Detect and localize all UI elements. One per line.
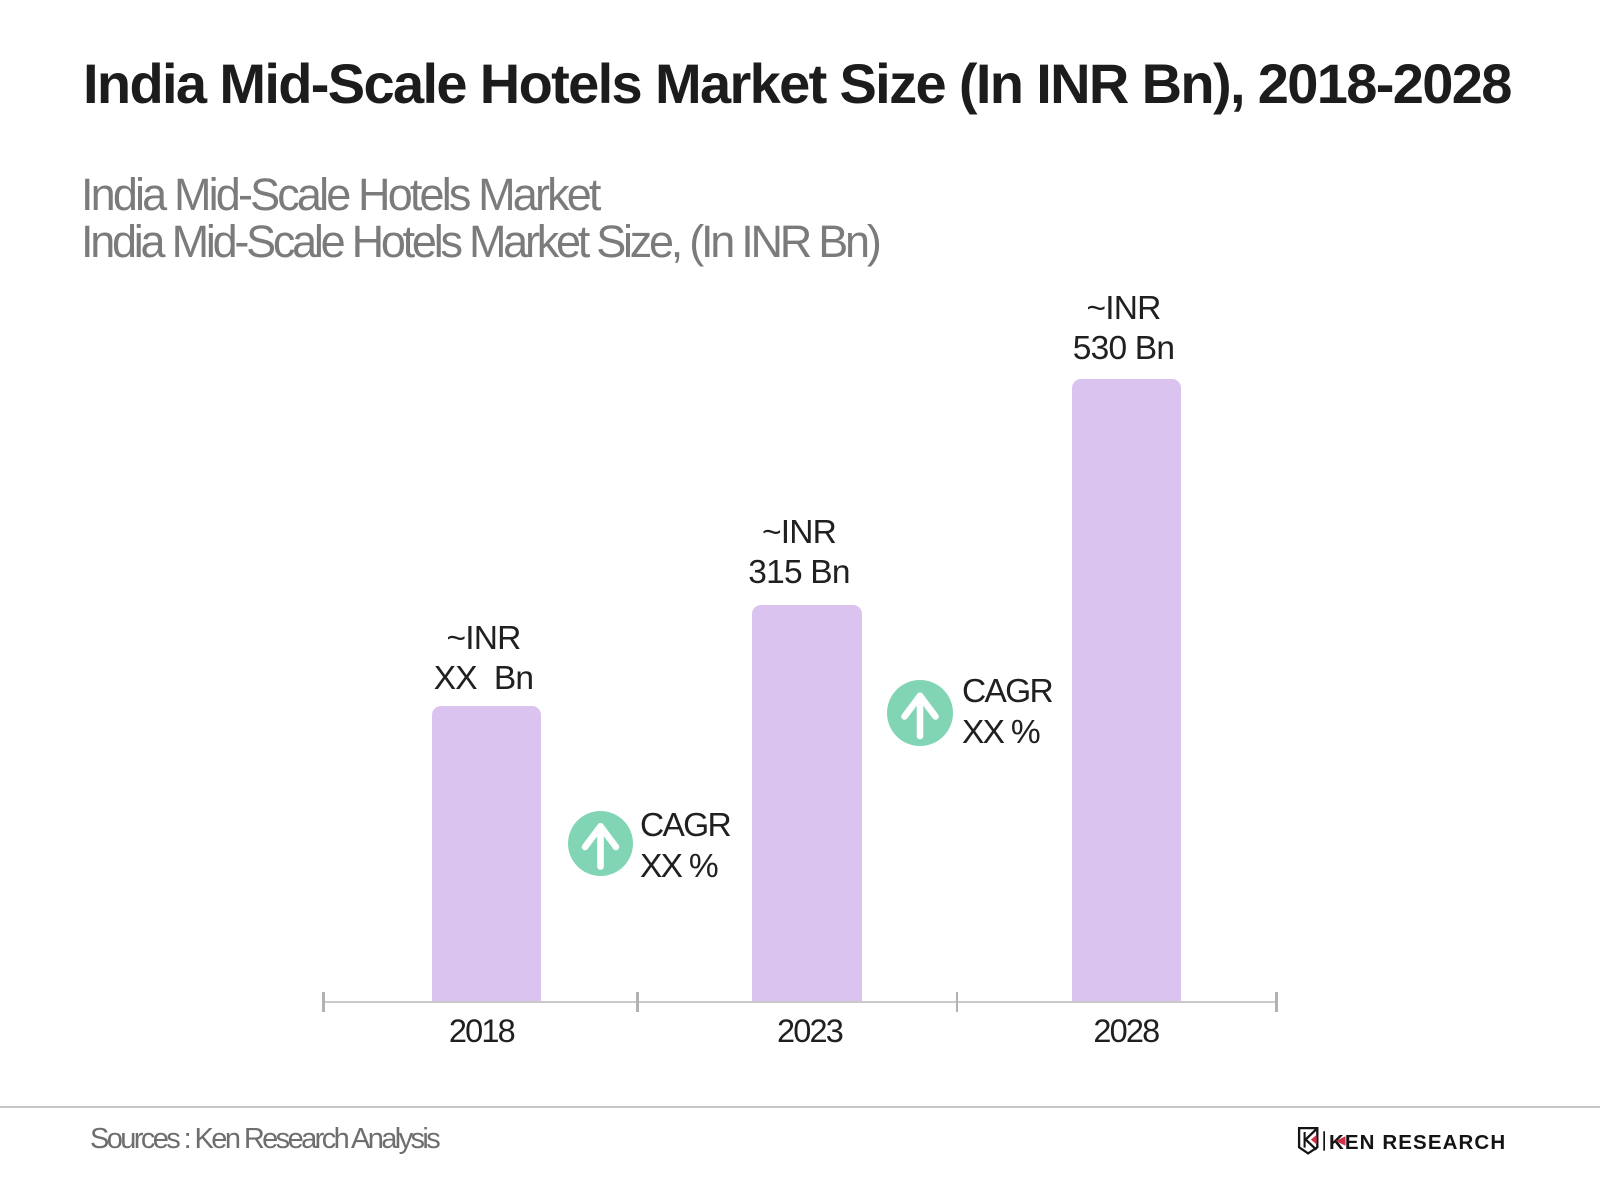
svg-text:KEN RESEARCH: KEN RESEARCH [1329,1131,1506,1154]
